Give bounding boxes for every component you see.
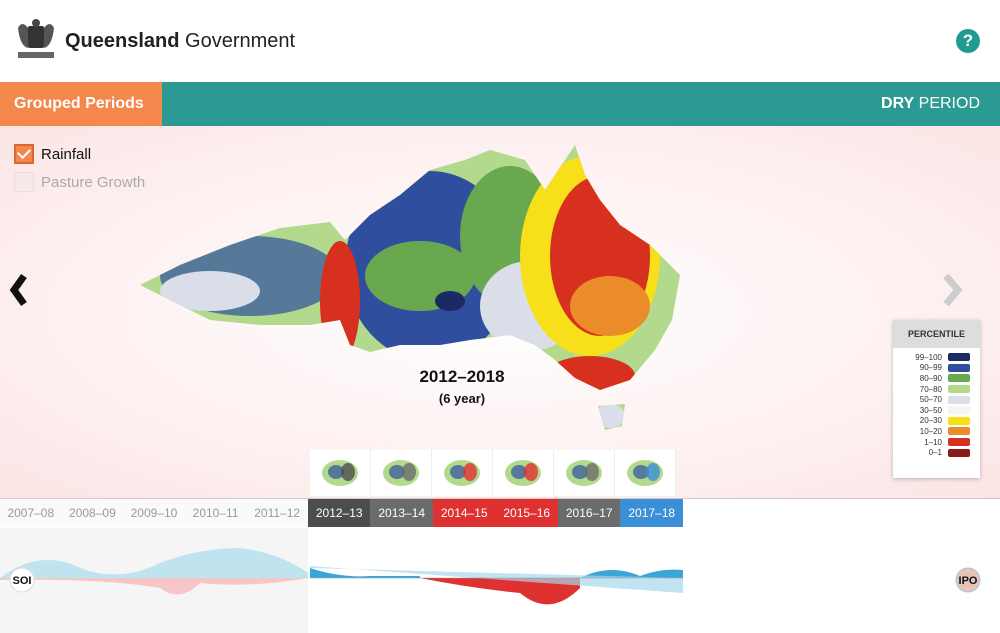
period-label: DRY PERIOD [881, 82, 980, 126]
timeline: 2007–08 2008–09 2009–10 2010–11 2011–12 2012–… [0, 498, 1000, 529]
thumbnail-map [322, 460, 358, 486]
year-tab[interactable]: 2007–08 [0, 499, 62, 527]
crest-logo [18, 19, 54, 58]
layer-label: Rainfall [41, 145, 92, 163]
checkbox[interactable] [14, 172, 34, 192]
map: 2012–2018 (6 year) [9, 145, 963, 430]
thumbnail-map [566, 460, 602, 486]
map-title: 2012–2018 [419, 367, 504, 386]
prev-arrow[interactable] [9, 273, 27, 307]
legend-swatch [948, 438, 970, 447]
year-tab-selected[interactable]: 2013–14 [370, 499, 433, 527]
legend-title: PERCENTILE [893, 320, 980, 348]
brand-bold: Queensland [65, 30, 180, 52]
legend-label: 99–100 [915, 352, 942, 362]
legend-item: 20–30 [893, 416, 980, 427]
legend: PERCENTILE 99–100 90–99 80–90 70–80 50–70 30–… [893, 320, 980, 478]
legend-label: 1–10 [924, 437, 942, 447]
legend-swatch [948, 427, 970, 436]
soi-now-pos2 [580, 569, 683, 578]
rainfall-map [140, 145, 680, 430]
legend-item: 70–80 [893, 384, 980, 395]
period-rest: PERIOD [918, 95, 980, 112]
year-tab-selected[interactable]: 2017–18 [620, 499, 683, 527]
legend-swatch [948, 406, 970, 415]
thumbnails [310, 450, 676, 496]
thumbnail[interactable] [615, 450, 676, 496]
grouped-periods-tab[interactable]: Grouped Periods [0, 82, 162, 126]
legend-label: 20–30 [919, 416, 942, 426]
legend-swatch [948, 353, 970, 362]
layer-option[interactable]: Rainfall [14, 144, 91, 164]
map-subtitle: (6 year) [439, 391, 485, 406]
soi-label: SOI [13, 575, 32, 587]
year-tab[interactable]: 2009–10 [123, 499, 185, 527]
next-arrow[interactable] [943, 273, 963, 307]
legend-item: 99–100 [893, 352, 980, 363]
legend-item: 30–50 [893, 405, 980, 416]
brand-rest: Government [185, 30, 296, 52]
legend-swatch [948, 395, 970, 404]
checkbox[interactable] [14, 144, 34, 164]
soi-now-neg [420, 578, 580, 605]
legend-swatch [948, 448, 970, 457]
legend-label: 50–70 [919, 395, 942, 405]
layer-option[interactable]: Pasture Growth [14, 172, 145, 192]
thumbnail[interactable] [371, 450, 432, 496]
help-button[interactable]: ? [956, 29, 980, 53]
thumbnail[interactable] [432, 450, 493, 496]
thumbnail-map [627, 460, 663, 486]
legend-label: 90–99 [919, 363, 942, 373]
legend-label: 0–1 [928, 448, 942, 458]
thumbnail-map [505, 460, 541, 486]
toolbar: Grouped Periods DRY PERIOD [0, 82, 1000, 126]
period-bold: DRY [881, 95, 915, 112]
legend-swatch [948, 363, 970, 372]
soi-icon [9, 567, 35, 593]
legend-swatch [948, 385, 970, 394]
legend-item: 90–99 [893, 363, 980, 374]
legend-item: 10–20 [893, 426, 980, 437]
legend-swatch [948, 374, 970, 383]
legend-item: 0–1 [893, 447, 980, 458]
brand: Queensland Government [65, 30, 295, 53]
legend-label: 70–80 [919, 384, 942, 394]
year-tab-selected[interactable]: 2015–16 [495, 499, 558, 527]
soi-positive [0, 548, 308, 578]
ipo-trend [310, 566, 683, 593]
soi-negative [0, 578, 308, 595]
thumbnail[interactable] [554, 450, 615, 496]
soi-now-pos [310, 568, 420, 578]
year-tab-selected[interactable]: 2014–15 [432, 499, 496, 527]
legend-label: 30–50 [919, 405, 942, 415]
legend-swatch [948, 416, 970, 425]
ipo-label: IPO [959, 575, 978, 587]
legend-items: 99–100 90–99 80–90 70–80 50–70 30–50 20–30 10–2… [893, 348, 980, 458]
legend-item: 80–90 [893, 373, 980, 384]
legend-label: 80–90 [919, 373, 942, 383]
header: Queensland Government ? [0, 0, 1000, 83]
year-tab[interactable]: 2011–12 [246, 499, 308, 527]
year-tab[interactable]: 2010–11 [184, 499, 247, 527]
layer-label: Pasture Growth [41, 173, 146, 191]
legend-item: 50–70 [893, 394, 980, 405]
legend-label: 10–20 [919, 426, 942, 436]
legend-item: 1–10 [893, 437, 980, 448]
year-tab-selected[interactable]: 2016–17 [557, 499, 621, 527]
thumbnail-map [383, 460, 419, 486]
thumbnail[interactable] [310, 450, 371, 496]
index-chart: SOI IPO [0, 528, 981, 633]
thumbnail-map [444, 460, 480, 486]
thumbnail[interactable] [493, 450, 554, 496]
year-tab-selected[interactable]: 2012–13 [307, 499, 371, 527]
map-panel: Rainfall Pasture Growth 2012– [0, 126, 1000, 498]
ipo-icon [955, 567, 981, 593]
year-tab[interactable]: 2008–09 [61, 499, 124, 527]
